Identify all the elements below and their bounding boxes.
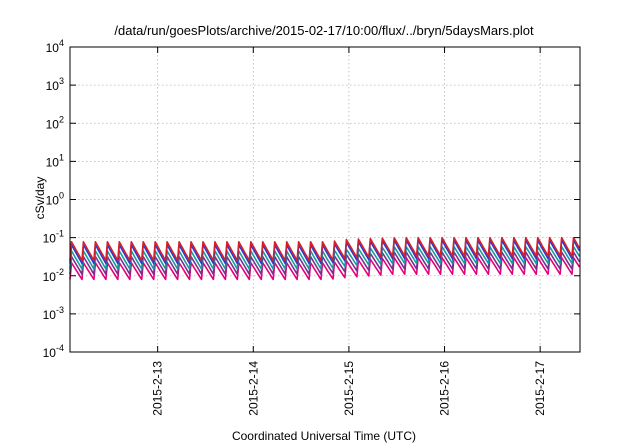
y-tick-base: 10 [46, 79, 60, 93]
y-tick-label: 10-1 [43, 229, 64, 246]
y-tick-exponent: -3 [56, 305, 64, 315]
y-tick-exponent: 0 [59, 191, 64, 201]
y-tick-exponent: -2 [56, 267, 64, 277]
x-tick-label: 2015-2-16 [438, 361, 452, 416]
y-tick-label: 102 [46, 114, 64, 131]
y-tick-exponent: -4 [56, 343, 64, 353]
y-tick-base: 10 [43, 232, 57, 246]
y-tick-label: 10-2 [43, 267, 64, 284]
y-tick-base: 10 [46, 117, 60, 131]
x-axis-label: Coordinated Universal Time (UTC) [232, 429, 416, 443]
y-tick-label: 10-3 [43, 305, 64, 322]
x-tick-label: 2015-2-15 [342, 361, 356, 416]
y-axis-label: cSv/day [33, 177, 47, 220]
x-tick-label: 2015-2-14 [246, 361, 260, 416]
y-tick-label: 10-4 [43, 343, 64, 360]
y-tick-exponent: 2 [59, 114, 64, 124]
grid [70, 47, 580, 352]
chart-title: /data/run/goesPlots/archive/2015-02-17/1… [114, 23, 534, 38]
y-tick-base: 10 [46, 41, 60, 55]
y-tick-exponent: 3 [59, 76, 64, 86]
x-tick-label: 2015-2-13 [151, 361, 165, 416]
y-tick-label: 101 [46, 152, 64, 169]
y-tick-base: 10 [46, 155, 60, 169]
y-tick-exponent: -1 [56, 229, 64, 239]
y-tick-label: 100 [46, 191, 64, 208]
y-tick-base: 10 [46, 194, 60, 208]
y-tick-label: 103 [46, 76, 64, 93]
y-tick-base: 10 [43, 270, 57, 284]
series-line-5 [69, 236, 581, 262]
x-tick-label: 2015-2-17 [533, 361, 547, 416]
y-tick-label: 104 [46, 38, 64, 55]
series-layer [69, 236, 581, 281]
y-tick-base: 10 [43, 308, 57, 322]
y-tick-base: 10 [43, 346, 57, 360]
x-axis: 2015-2-13 2015-2-14 2015-2-15 2015-2-16 2015… [151, 47, 547, 416]
y-tick-exponent: 4 [59, 38, 64, 48]
y-tick-exponent: 1 [59, 152, 64, 162]
